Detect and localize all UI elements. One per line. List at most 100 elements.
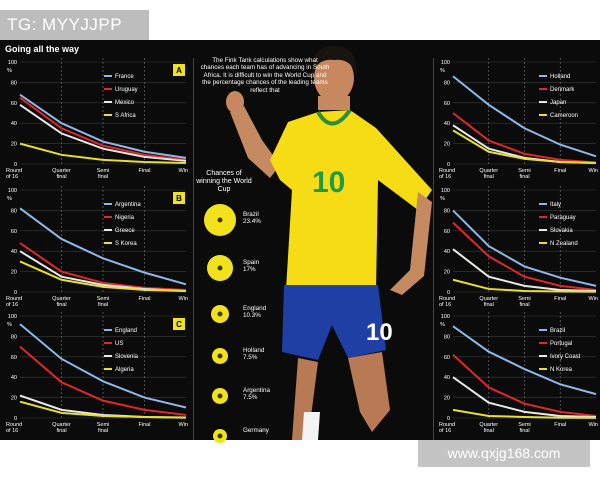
y-tick-label: 100 (8, 314, 17, 320)
player-right-arm (390, 192, 432, 295)
y-tick-label: 80 (11, 208, 17, 214)
legend-label: N Zealand (550, 241, 578, 247)
y-tick-label: 80 (444, 80, 450, 86)
bubble-center-dot (217, 311, 223, 317)
group-badge-label: C (176, 320, 182, 329)
x-tick-label: Quarter (52, 168, 71, 174)
x-tick-label: Win (589, 168, 598, 174)
legend-label: Algeria (115, 367, 134, 373)
x-tick-label-line2: of 16 (6, 428, 18, 434)
legend-label: S Korea (115, 241, 137, 247)
series-line-n-korea (452, 408, 597, 419)
chance-bubble-germany (212, 428, 228, 444)
watermark: TG: MYYJJPP (0, 10, 149, 40)
x-tick-label: Round (439, 296, 455, 302)
legend-label: Holland (550, 74, 570, 80)
y-axis-label: % (440, 196, 445, 202)
chance-label-germany: Germany (243, 427, 269, 434)
bubble-center-dot (217, 353, 223, 359)
x-tick-label-line2: final (56, 174, 66, 180)
group-badge-label: B (176, 194, 182, 203)
y-tick-label: 0 (14, 162, 17, 168)
player-left-leg (292, 358, 318, 440)
legend-label: Italy (550, 202, 561, 208)
x-tick-label: Quarter (479, 422, 498, 428)
y-axis-label: % (7, 196, 12, 202)
bubble-center-dot (217, 393, 223, 399)
chance-bubble-england (210, 304, 230, 324)
series-line-us (19, 345, 187, 416)
x-tick-label: Final (139, 168, 151, 174)
player-right-leg (348, 352, 390, 432)
chance-bubble-spain (207, 255, 233, 281)
player-shirt-number: 10 (312, 166, 345, 199)
chance-bubble-argentina (212, 388, 228, 404)
legend-label: Cameroon (550, 113, 578, 119)
y-tick-label: 20 (444, 270, 450, 276)
fink-tank-note: The Fink Tank calculations show what cha… (200, 57, 330, 94)
chance-team: Spain (243, 259, 260, 266)
player-shorts (282, 285, 386, 360)
group-badge (173, 318, 185, 330)
series-line-n-zealand (452, 278, 597, 293)
x-tick-label-line2: final (98, 428, 108, 434)
series-line-ivory-coast (452, 376, 597, 418)
y-tick-label: 100 (8, 188, 17, 194)
y-tick-label: 40 (444, 121, 450, 127)
y-tick-label: 20 (11, 142, 17, 148)
series-line-holland (452, 75, 597, 158)
legend-label: Mexico (115, 100, 135, 106)
legend-label: US (115, 341, 123, 347)
x-tick-label-line2: final (519, 428, 529, 434)
series-line-france (19, 93, 187, 159)
series-line-algeria (19, 400, 187, 419)
chance-team: England (243, 305, 267, 312)
x-tick-label-line2: final (98, 302, 108, 308)
player-hand-left (226, 91, 244, 113)
legend-label: Japan (550, 100, 566, 106)
x-tick-label: Round (6, 422, 22, 428)
bubble-center-dot (217, 433, 223, 439)
x-tick-label: Win (179, 168, 188, 174)
player-face (314, 54, 354, 102)
y-tick-label: 0 (447, 162, 450, 168)
bubble-center-dot (217, 265, 223, 271)
series-line-england (19, 323, 187, 409)
chance-pct: 7.5% (243, 354, 258, 362)
y-tick-label: 80 (11, 80, 17, 86)
x-tick-label: Semi (97, 168, 110, 174)
chance-team: Holland (243, 347, 265, 354)
series-line-denmark (452, 112, 597, 164)
x-tick-label: Semi (97, 296, 110, 302)
y-tick-label: 60 (11, 101, 17, 107)
x-tick-label: Quarter (52, 296, 71, 302)
x-tick-label: Semi (518, 168, 531, 174)
y-tick-label: 60 (444, 355, 450, 361)
x-tick-label: Win (179, 296, 188, 302)
x-tick-label: Win (589, 296, 598, 302)
y-tick-label: 20 (444, 396, 450, 402)
chance-label-holland: Holland 7.5% (243, 347, 264, 362)
chance-label-argentina: Argentina 7.5% (243, 387, 270, 402)
y-tick-label: 60 (444, 101, 450, 107)
footer-url: www.qxjg168.com (418, 440, 590, 467)
player-collar (316, 108, 352, 126)
series-line-nigeria (19, 242, 187, 291)
series-line-s-africa (19, 142, 187, 164)
y-tick-label: 20 (444, 142, 450, 148)
y-tick-label: 100 (8, 60, 17, 66)
y-tick-label: 40 (444, 249, 450, 255)
x-tick-label-line2: of 16 (439, 302, 451, 308)
chance-label-brazil: Brazil 23.4% (243, 211, 261, 226)
series-line-mexico (19, 104, 187, 162)
x-tick-label-line2: final (519, 302, 529, 308)
y-tick-label: 60 (11, 229, 17, 235)
series-line-italy (452, 209, 597, 287)
y-axis-label: % (7, 68, 12, 74)
series-line-argentina (19, 207, 187, 286)
y-tick-label: 40 (444, 375, 450, 381)
x-tick-label: Win (589, 422, 598, 428)
